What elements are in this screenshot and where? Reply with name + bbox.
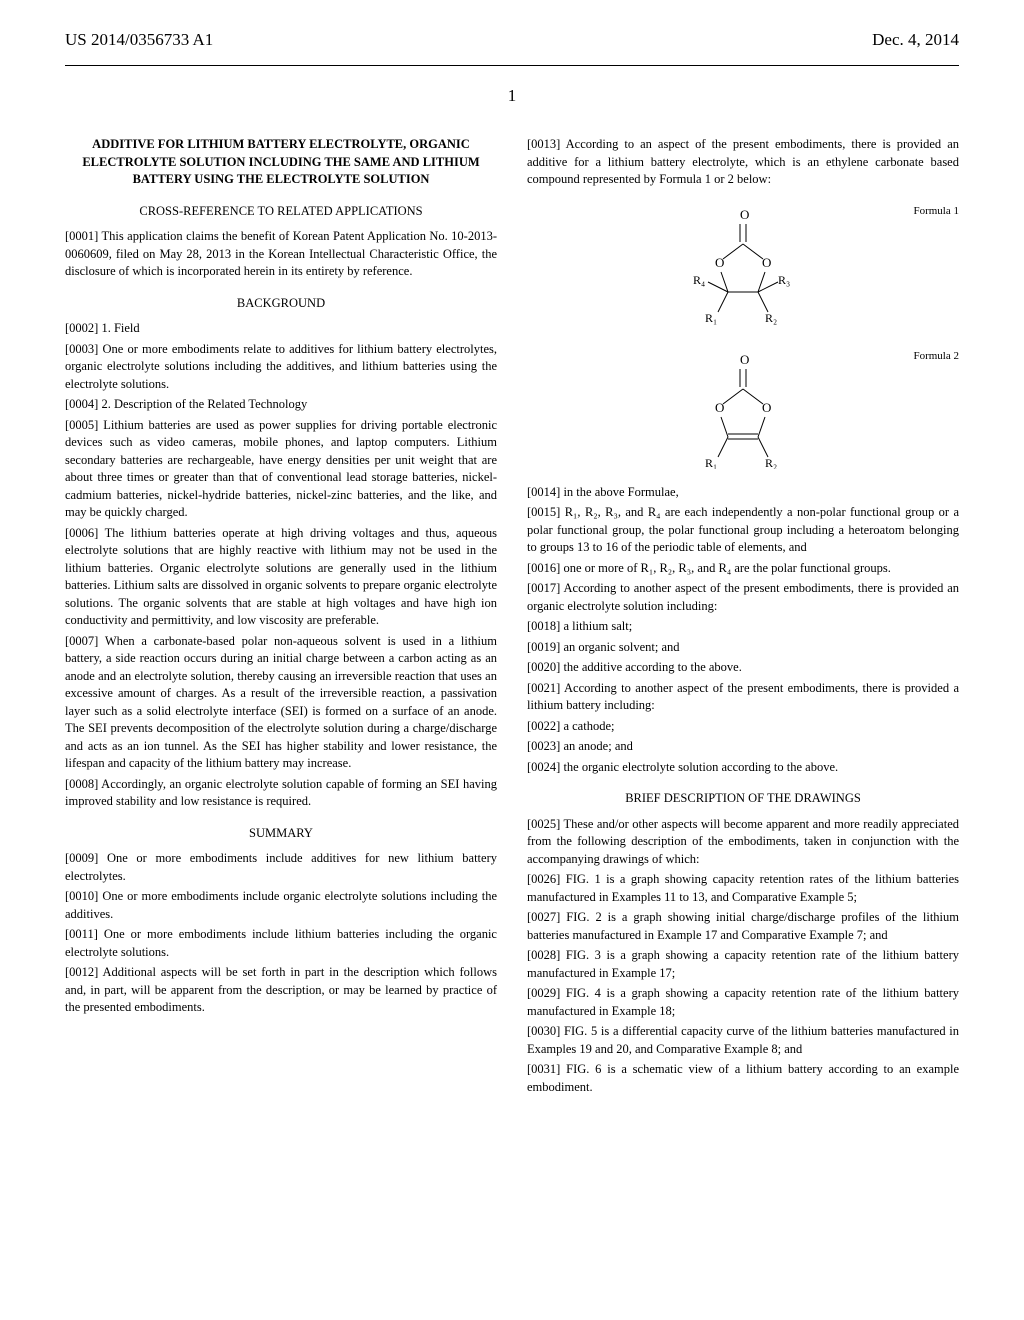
paragraph-0013: [0013] According to an aspect of the pre… — [527, 136, 959, 189]
f2-r1: R₁ — [705, 456, 717, 469]
publication-date: Dec. 4, 2014 — [872, 30, 959, 50]
f1-o-left: O — [715, 255, 724, 270]
paragraph-0009: [0009] One or more embodiments include a… — [65, 850, 497, 885]
formula-2-diagram: O O O R₁ R₂ — [673, 349, 813, 469]
f1-r3: R₃ — [778, 273, 790, 287]
background-heading: BACKGROUND — [65, 295, 497, 313]
f2-o-right: O — [762, 400, 771, 415]
paragraph-0002: [0002] 1. Field — [65, 320, 497, 338]
f1-r2: R₂ — [765, 311, 777, 325]
paragraph-0016: [0016] one or more of R₁, R₂, R₃, and R₄… — [527, 560, 959, 578]
f1-r1: R₁ — [705, 311, 717, 325]
paragraph-0011: [0011] One or more embodiments include l… — [65, 926, 497, 961]
paragraph-0021: [0021] According to another aspect of th… — [527, 680, 959, 715]
paragraph-0022: [0022] a cathode; — [527, 718, 959, 736]
paragraph-0005: [0005] Lithium batteries are used as pow… — [65, 417, 497, 522]
f2-o-left: O — [715, 400, 724, 415]
paragraph-0019: [0019] an organic solvent; and — [527, 639, 959, 657]
summary-heading: SUMMARY — [65, 825, 497, 843]
left-column: ADDITIVE FOR LITHIUM BATTERY ELECTROLYTE… — [65, 136, 497, 1099]
paragraph-0014: [0014] in the above Formulae, — [527, 484, 959, 502]
paragraph-0018: [0018] a lithium salt; — [527, 618, 959, 636]
paragraph-0012: [0012] Additional aspects will be set fo… — [65, 964, 497, 1017]
content-area: ADDITIVE FOR LITHIUM BATTERY ELECTROLYTE… — [0, 106, 1024, 1099]
paragraph-0001: [0001] This application claims the benef… — [65, 228, 497, 281]
formula-2-container: Formula 2 O O O R₁ R₂ — [527, 349, 959, 469]
formula-2-label: Formula 2 — [913, 349, 959, 364]
paragraph-0010: [0010] One or more embodiments include o… — [65, 888, 497, 923]
f1-o-top: O — [740, 207, 749, 222]
publication-number: US 2014/0356733 A1 — [65, 30, 213, 50]
paragraph-0026: [0026] FIG. 1 is a graph showing capacit… — [527, 871, 959, 906]
paragraph-0031: [0031] FIG. 6 is a schematic view of a l… — [527, 1061, 959, 1096]
paragraph-0007: [0007] When a carbonate-based polar non-… — [65, 633, 497, 773]
page-header: US 2014/0356733 A1 Dec. 4, 2014 — [0, 0, 1024, 60]
patent-title: ADDITIVE FOR LITHIUM BATTERY ELECTROLYTE… — [65, 136, 497, 189]
paragraph-0024: [0024] the organic electrolyte solution … — [527, 759, 959, 777]
page-number: 1 — [0, 86, 1024, 106]
paragraph-0023: [0023] an anode; and — [527, 738, 959, 756]
f1-r4: R₄ — [693, 273, 705, 287]
f2-o-top: O — [740, 352, 749, 367]
paragraph-0027: [0027] FIG. 2 is a graph showing initial… — [527, 909, 959, 944]
paragraph-0017: [0017] According to another aspect of th… — [527, 580, 959, 615]
paragraph-0003: [0003] One or more embodiments relate to… — [65, 341, 497, 394]
drawings-heading: BRIEF DESCRIPTION OF THE DRAWINGS — [527, 790, 959, 808]
formula-1-container: Formula 1 O O O R₄ R₃ R₁ R₂ — [527, 204, 959, 334]
paragraph-0020: [0020] the additive according to the abo… — [527, 659, 959, 677]
formula-1-diagram: O O O R₄ R₃ R₁ R₂ — [673, 204, 813, 334]
paragraph-0006: [0006] The lithium batteries operate at … — [65, 525, 497, 630]
paragraph-0004: [0004] 2. Description of the Related Tec… — [65, 396, 497, 414]
formula-1-label: Formula 1 — [913, 204, 959, 219]
right-column: [0013] According to an aspect of the pre… — [527, 136, 959, 1099]
paragraph-0029: [0029] FIG. 4 is a graph showing a capac… — [527, 985, 959, 1020]
f2-r2: R₂ — [765, 456, 777, 469]
f1-o-right: O — [762, 255, 771, 270]
paragraph-0028: [0028] FIG. 3 is a graph showing a capac… — [527, 947, 959, 982]
header-divider — [65, 65, 959, 66]
paragraph-0008: [0008] Accordingly, an organic electroly… — [65, 776, 497, 811]
paragraph-0025: [0025] These and/or other aspects will b… — [527, 816, 959, 869]
paragraph-0030: [0030] FIG. 5 is a differential capacity… — [527, 1023, 959, 1058]
paragraph-0015: [0015] R₁, R₂, R₃, and R₄ are each indep… — [527, 504, 959, 557]
cross-ref-heading: CROSS-REFERENCE TO RELATED APPLICATIONS — [65, 203, 497, 221]
